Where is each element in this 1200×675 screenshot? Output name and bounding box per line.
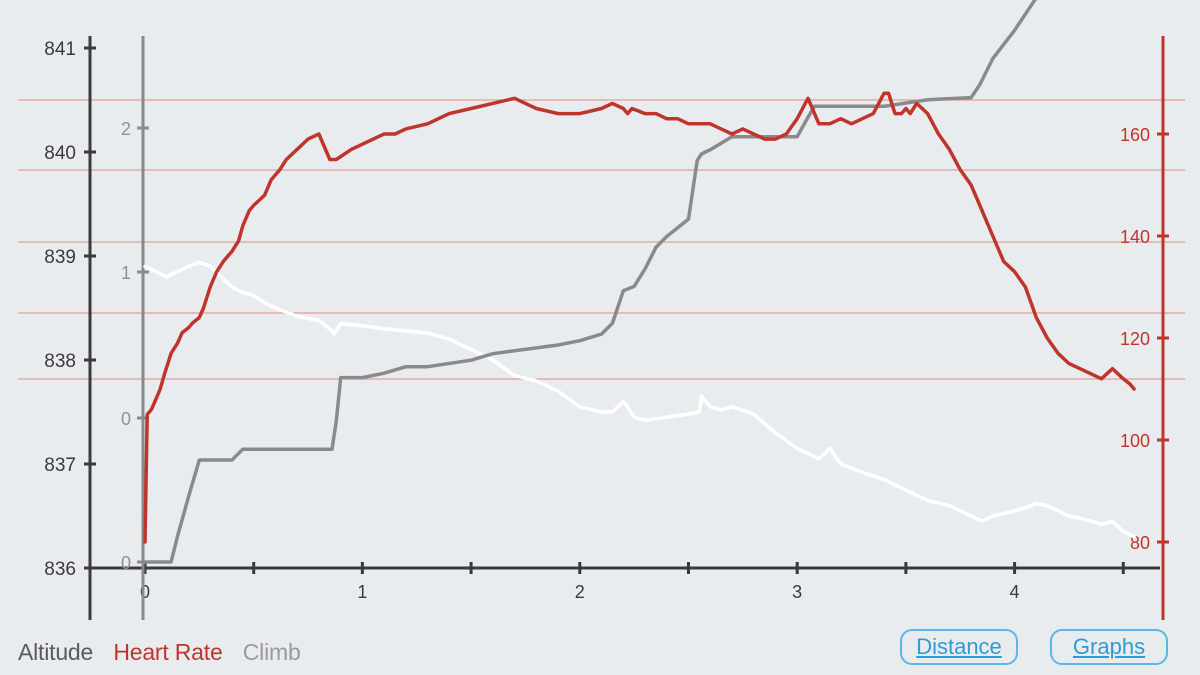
legend-altitude: Altitude (18, 639, 94, 665)
x-axis-tick-label: 3 (792, 582, 802, 602)
series-line-altitude (143, 260, 1136, 539)
graphs-button[interactable]: Graphs (1050, 629, 1168, 665)
legend-heart-rate: Heart Rate (113, 639, 223, 665)
x-axis-tick-label: 0 (140, 582, 150, 602)
left-axis-tick-label: 837 (44, 455, 76, 476)
inner-axis-tick-label: 1 (121, 263, 131, 283)
x-axis-tick-label: 1 (357, 582, 367, 602)
right-axis-tick-label: 120 (1120, 329, 1150, 349)
series-line-heart-rate (143, 91, 1136, 544)
inner-axis-tick-label: 2 (121, 119, 131, 139)
inner-axis-tick-label: 0 (121, 553, 131, 573)
inner-axis-tick-label: 0 (121, 409, 131, 429)
x-axis-tick-label: 4 (1010, 582, 1020, 602)
left-axis-tick-label: 839 (44, 247, 76, 268)
legend: Altitude Heart Rate Climb (18, 639, 315, 666)
distance-button[interactable]: Distance (900, 629, 1018, 665)
right-axis-tick-label: 160 (1120, 125, 1150, 145)
left-axis-tick-label: 836 (44, 559, 76, 580)
x-axis-tick-label: 2 (575, 582, 585, 602)
right-axis-tick-label: 140 (1120, 227, 1150, 247)
left-axis-tick-label: 840 (44, 143, 76, 164)
left-axis-tick-label: 841 (44, 39, 76, 60)
left-axis-tick-label: 838 (44, 351, 76, 372)
legend-climb: Climb (242, 639, 301, 665)
series-line-climb (143, 0, 1037, 564)
right-axis-tick-label: 100 (1120, 431, 1150, 451)
